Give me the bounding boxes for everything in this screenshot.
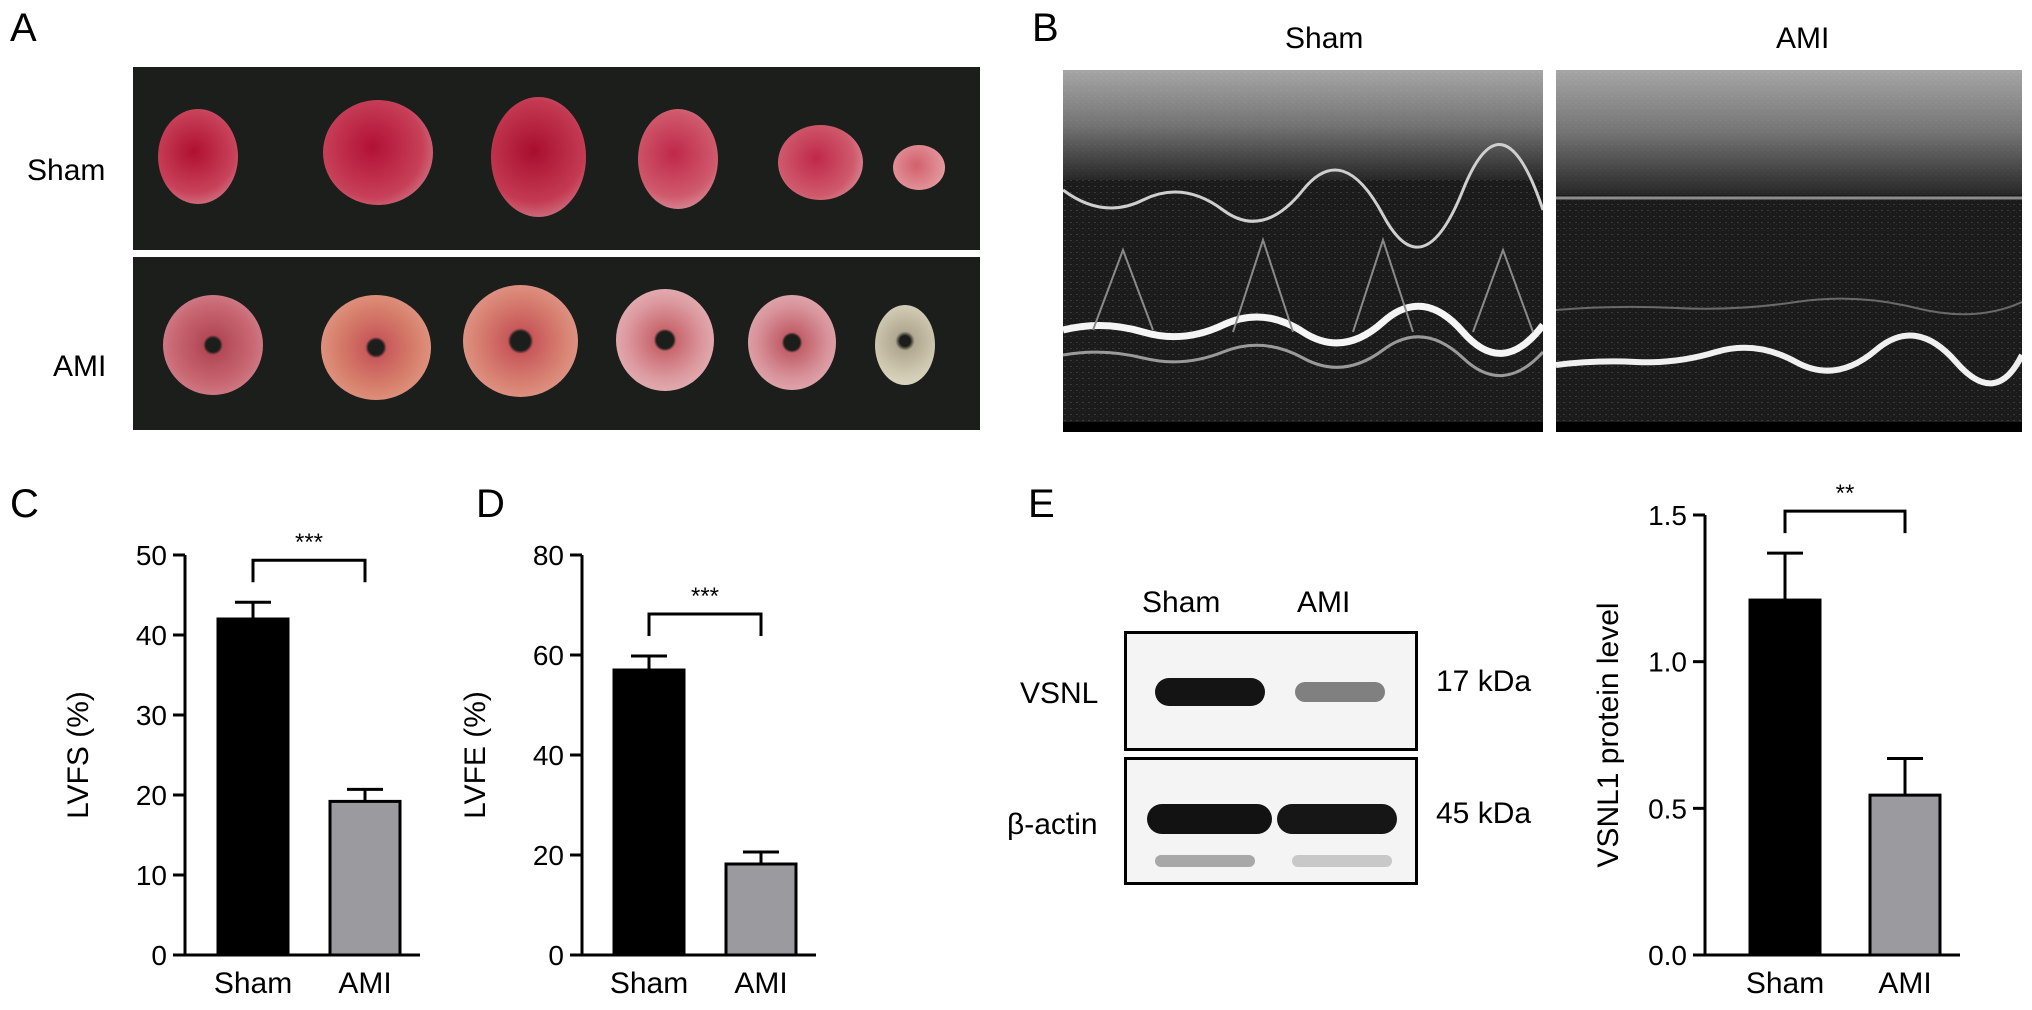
y-tick-label: 20 <box>136 780 167 811</box>
significance-bracket <box>251 558 367 583</box>
blot-band <box>1295 682 1385 702</box>
heart-slice <box>893 145 945 190</box>
heart-slice <box>491 97 586 217</box>
y-tick-label: 1.0 <box>1648 647 1687 678</box>
x-tick-label: AMI <box>734 967 787 1000</box>
significance-label: *** <box>295 529 323 556</box>
panel-letter-c: C <box>10 482 39 526</box>
y-tick-label: 10 <box>136 860 167 891</box>
x-tick-label: AMI <box>1878 967 1931 1000</box>
panel-letter-d: D <box>476 482 505 526</box>
heart-slice <box>463 285 578 397</box>
heart-slice <box>748 295 836 390</box>
y-tick-label: 40 <box>136 620 167 651</box>
blot-band <box>1147 804 1272 834</box>
y-tick-label: 20 <box>533 840 564 871</box>
chart-lvfe: 0 20 40 60 80 LVFE (%) Sham AMI *** <box>459 540 816 1000</box>
x-tick-label: Sham <box>1746 967 1824 1000</box>
tissue-photo-sham <box>133 67 980 250</box>
y-tick-label: 30 <box>136 700 167 731</box>
y-tick-label: 0 <box>151 940 167 971</box>
blot-band <box>1277 804 1397 834</box>
panel-letter-b: B <box>1032 6 1059 50</box>
echo-label-sham: Sham <box>1285 22 1364 55</box>
heart-slice <box>875 305 935 385</box>
y-tick-label: 0 <box>548 940 564 971</box>
bar-sham <box>216 617 290 957</box>
heart-slice <box>163 295 263 395</box>
significance-bracket <box>647 612 763 636</box>
heart-slice <box>638 109 718 209</box>
echo-mmode-sham <box>1063 70 1543 432</box>
heart-slice <box>323 100 433 205</box>
echo-label-ami: AMI <box>1776 22 1830 55</box>
y-tick-label: 50 <box>136 540 167 571</box>
y-axis-label: VSNL1 protein level <box>1592 602 1625 867</box>
blot-band <box>1155 855 1255 867</box>
y-tick-label: 60 <box>533 640 564 671</box>
panel-letter-e: E <box>1028 482 1055 526</box>
heart-slice <box>158 109 238 204</box>
x-tick-label: Sham <box>214 967 292 1000</box>
significance-label: *** <box>691 583 719 610</box>
blot-box-actin <box>1124 757 1418 885</box>
heart-slice <box>616 289 714 391</box>
blot-lane-label-ami: AMI <box>1297 586 1351 619</box>
y-axis-label: LVFE (%) <box>459 691 492 819</box>
blot-box-vsnl <box>1124 631 1418 751</box>
bar-sham <box>1748 598 1822 957</box>
y-tick-label: 1.5 <box>1648 500 1687 531</box>
y-tick-label: 80 <box>533 540 564 571</box>
blot-band <box>1155 678 1265 706</box>
blot-label-actin: β-actin <box>1007 808 1098 841</box>
heart-slice <box>321 295 431 400</box>
significance-label: ** <box>1836 480 1855 507</box>
y-tick-label: 0.0 <box>1648 940 1687 971</box>
blot-label-vsnl: VSNL <box>1020 677 1099 710</box>
blot-size-actin: 45 kDa <box>1436 797 1532 830</box>
chart-lvfs: 0 10 20 30 40 50 LVFS (%) Sham AMI *** <box>62 529 420 1000</box>
x-tick-label: AMI <box>338 967 391 1000</box>
blot-lane-label-sham: Sham <box>1142 586 1221 619</box>
bar-ami <box>328 799 402 957</box>
blot-band <box>1292 855 1392 867</box>
heart-slice <box>778 125 863 200</box>
row-label-ami: AMI <box>53 350 107 383</box>
tissue-photo-ami <box>133 257 980 430</box>
y-tick-label: 40 <box>533 740 564 771</box>
x-tick-label: Sham <box>610 967 688 1000</box>
chart-vsnl1: 0.0 0.5 1.0 1.5 VSNL1 protein level Sham AMI ** <box>1592 480 1960 1000</box>
bar-ami <box>1868 793 1942 957</box>
echo-mmode-ami <box>1556 70 2022 432</box>
bar-sham <box>612 668 686 957</box>
panel-letter-a: A <box>10 6 37 50</box>
bar-ami <box>724 862 798 957</box>
row-label-sham: Sham <box>27 154 106 187</box>
blot-size-vsnl: 17 kDa <box>1436 665 1532 698</box>
y-axis-label: LVFS (%) <box>62 691 95 819</box>
significance-bracket <box>1783 509 1907 534</box>
y-tick-label: 0.5 <box>1648 793 1687 824</box>
